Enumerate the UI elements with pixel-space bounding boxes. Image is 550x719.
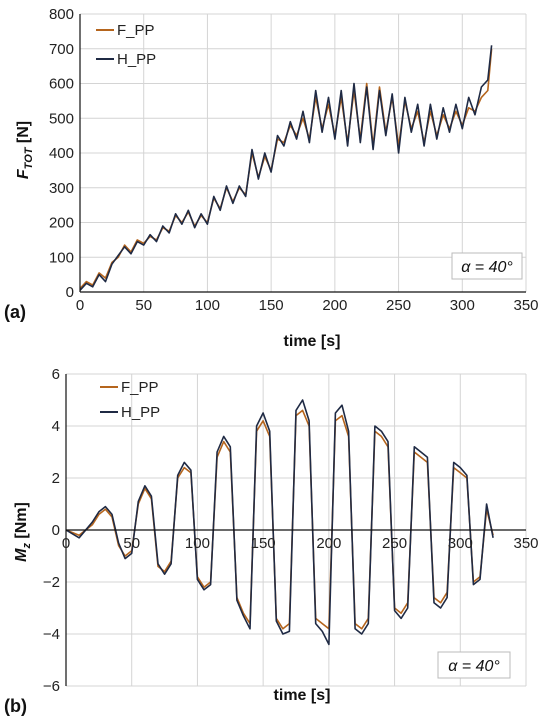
chart-a-y-tick-label: 200: [49, 215, 74, 232]
chart-a-x-axis-label: time [s]: [284, 333, 341, 350]
chart-a-y-tick-label: 0: [66, 284, 74, 301]
chart-a-y-tick-label: 100: [49, 249, 74, 266]
chart-a-series: [79, 45, 493, 291]
chart-a-series-line-h-pp: [79, 45, 493, 291]
chart-b-y-axis-label: Mz [Nm]: [13, 502, 33, 562]
chart-a-y-axis-label: FTOT [N]: [15, 121, 35, 179]
chart-a-legend-label-h-pp: H_PP: [117, 51, 156, 68]
chart-b-x-tick-label: 200: [316, 535, 341, 552]
chart-b-ticks: 0 50 100 150 200 250 300 350 −6 −4 −2 0 2 4 6: [43, 366, 539, 695]
chart-b-grid: [65, 373, 527, 687]
chart-b-x-tick-label: 300: [448, 535, 473, 552]
chart-b-x-tick-label: 150: [251, 535, 276, 552]
chart-b-legend: F_PP H_PP: [100, 379, 160, 421]
chart-a-ticks: 0 50 100 150 200 250 300 350 0 100 200 300 400 500 600…: [49, 6, 539, 314]
chart-b-y-tick-label: 0: [52, 522, 60, 539]
chart-a-x-tick-label: 250: [386, 297, 411, 314]
chart-a-x-tick-label: 50: [135, 297, 152, 314]
chart-a-x-tick-label: 200: [322, 297, 347, 314]
chart-a-x-tick-label: 350: [513, 297, 538, 314]
chart-a-y-tick-label: 300: [49, 180, 74, 197]
chart-a-y-tick-label: 600: [49, 76, 74, 93]
chart-b-y-tick-label: 6: [52, 366, 60, 383]
chart-a-y-tick-label: 700: [49, 41, 74, 58]
chart-b-legend-label-f-pp: F_PP: [121, 379, 159, 396]
chart-b-series: [65, 399, 494, 646]
chart-b-x-tick-label: 0: [62, 535, 70, 552]
chart-a-legend-label-f-pp: F_PP: [117, 22, 155, 39]
chart-b: 0 50 100 150 200 250 300 350 −6 −4 −2 0 2 4 6 time [s]…: [4, 366, 539, 716]
chart-a-y-tick-label: 800: [49, 6, 74, 23]
chart-a-panel-label: (a): [4, 302, 26, 322]
chart-b-y-tick-label: −2: [43, 574, 60, 591]
chart-a-y-tick-label: 400: [49, 145, 74, 162]
chart-a-x-tick-label: 100: [195, 297, 220, 314]
chart-a-legend: F_PP H_PP: [96, 22, 156, 68]
chart-b-x-tick-label: 250: [382, 535, 407, 552]
chart-b-y-tick-label: −4: [43, 626, 60, 643]
chart-a-x-tick-label: 150: [259, 297, 284, 314]
chart-b-annotation-box: [437, 651, 511, 679]
chart-b-x-axis-label: time [s]: [274, 687, 331, 704]
chart-a-axes: [79, 14, 526, 293]
chart-a-x-tick-label: 0: [76, 297, 84, 314]
chart-a-y-tick-label: 500: [49, 110, 74, 127]
chart-b-legend-label-h-pp: H_PP: [121, 404, 160, 421]
chart-b-y-tick-label: −6: [43, 678, 60, 695]
chart-b-series-line-h-pp: [65, 399, 494, 646]
chart-b-axes: [65, 374, 526, 686]
chart-b-panel-label: (b): [4, 696, 27, 716]
chart-b-x-tick-label: 100: [185, 535, 210, 552]
chart-a-series-line-f-pp: [79, 48, 493, 290]
chart-a-annotation-box: [451, 252, 523, 280]
chart-b-y-tick-label: 2: [52, 470, 60, 487]
chart-a-annotation: α = 40°: [461, 259, 513, 276]
chart-b-y-tick-label: 4: [52, 418, 60, 435]
chart-b-x-tick-label: 350: [513, 535, 538, 552]
chart-a-x-tick-label: 300: [450, 297, 475, 314]
chart-b-series-line-f-pp: [65, 409, 494, 630]
chart-a: 0 50 100 150 200 250 300 350 0 100 200 300 400 500 600…: [4, 6, 539, 350]
chart-b-x-tick-label: 50: [123, 535, 140, 552]
chart-b-annotation: α = 40°: [448, 658, 500, 675]
